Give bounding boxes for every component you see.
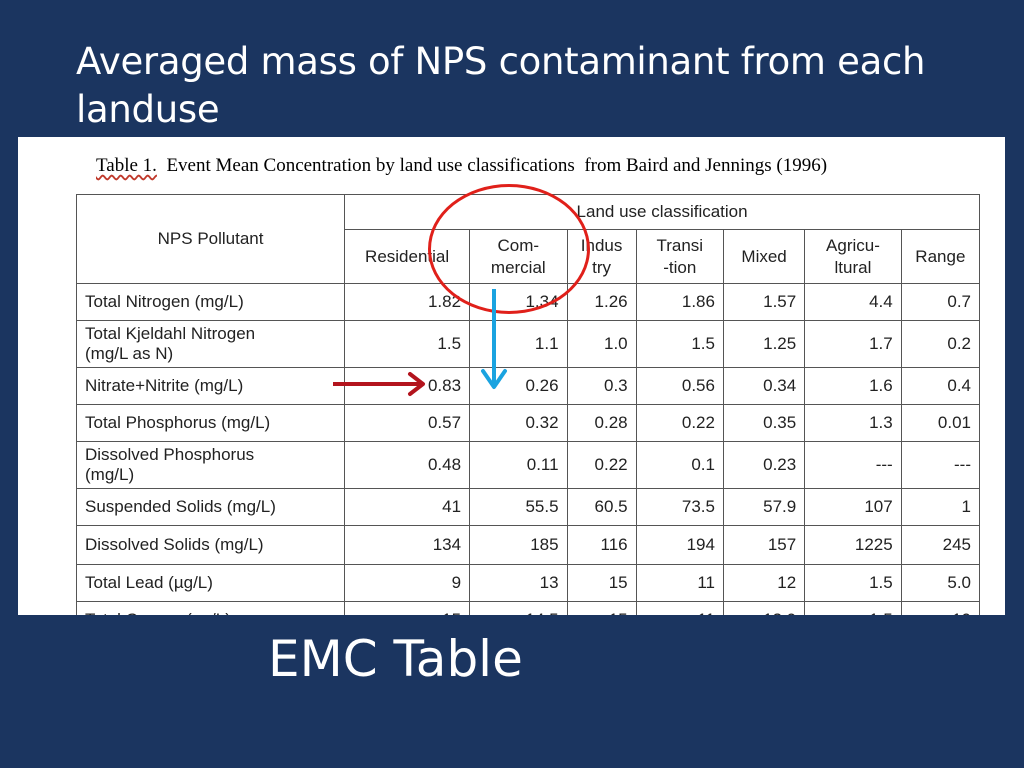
table-image-panel: Table 1. Event Mean Concentration by lan…: [18, 137, 1005, 615]
value-cell: ---: [804, 441, 902, 489]
pollutant-name: Dissolved Solids (mg/L): [75, 525, 346, 565]
value-cell: 11: [635, 601, 724, 615]
value-cell: 1.0: [566, 320, 637, 368]
value-cell: 194: [635, 525, 724, 565]
value-cell: 10: [900, 601, 981, 615]
table-row: Total Kjeldahl Nitrogen (mg/L as N) 1.5 1.…: [75, 320, 981, 368]
table-row: Total Lead (µg/L) 9 13 15 11 12 1.5 5.0: [75, 564, 981, 602]
pollutant-name: Total Nitrogen (mg/L): [75, 283, 346, 321]
value-cell: 1.25: [722, 320, 806, 368]
down-arrow-icon: [481, 289, 507, 389]
value-cell: 1.5: [635, 320, 724, 368]
emc-table: NPS Pollutant Land use classification Re…: [75, 194, 981, 615]
table-row: Dissolved Solids (mg/L) 134 185 116 194 157 12…: [75, 525, 981, 565]
table-row: Dissolved Phosphorus (mg/L) 0.48 0.11 0.22 0…: [75, 441, 981, 489]
value-cell: 116: [566, 525, 637, 565]
value-cell: 1: [900, 488, 981, 526]
value-cell: 60.5: [566, 488, 637, 526]
value-cell: 0.28: [566, 404, 637, 442]
value-cell: 0.56: [635, 367, 724, 405]
value-cell: 0.34: [722, 367, 806, 405]
value-cell: 1.86: [635, 283, 724, 321]
value-cell: 1.5: [804, 601, 902, 615]
value-cell: 157: [722, 525, 806, 565]
value-cell: 1.5: [804, 564, 902, 602]
commercial-highlight-circle: [428, 184, 590, 314]
value-cell: 1.57: [722, 283, 806, 321]
column-header-mixed: Mixed: [722, 229, 806, 284]
value-cell: 1.5: [344, 320, 471, 368]
value-cell: 57.9: [722, 488, 806, 526]
value-cell: 15: [344, 601, 471, 615]
emc-table-label: EMC Table: [268, 630, 523, 688]
value-cell: 0.22: [635, 404, 724, 442]
pollutant-name: Total Copper (µg/L): [75, 601, 346, 615]
emc-table-body: Total Nitrogen (mg/L) 1.82 1.34 1.26 1.86 1.5…: [75, 283, 981, 615]
pollutant-name: Total Kjeldahl Nitrogen (mg/L as N): [75, 320, 346, 368]
value-cell: 0.01: [900, 404, 981, 442]
slide-title: Averaged mass of NPS contaminant from ea…: [76, 40, 926, 131]
pollutant-name: Total Phosphorus (mg/L): [75, 404, 346, 442]
pollutant-column-header: NPS Pollutant: [75, 194, 346, 284]
value-cell: 107: [804, 488, 902, 526]
pollutant-name: Dissolved Phosphorus (mg/L): [75, 441, 346, 489]
value-cell: 9: [344, 564, 471, 602]
value-cell: 0.23: [722, 441, 806, 489]
value-cell: 0.48: [344, 441, 471, 489]
table-caption: Table 1. Event Mean Concentration by lan…: [96, 155, 1001, 177]
value-cell: 0.1: [635, 441, 724, 489]
value-cell: 0.11: [469, 441, 568, 489]
annotation-arrows: [333, 289, 507, 396]
right-arrow-icon: [333, 372, 425, 396]
value-cell: 0.4: [900, 367, 981, 405]
table-caption-text: Event Mean Concentration by land use cla…: [156, 155, 828, 176]
value-cell: 5.0: [900, 564, 981, 602]
value-cell: 12: [722, 564, 806, 602]
column-header-range: Range: [900, 229, 981, 284]
value-cell: 73.5: [635, 488, 724, 526]
value-cell: 0.2: [900, 320, 981, 368]
column-header-agricultural: Agricu- ltural: [804, 229, 902, 284]
value-cell: 245: [900, 525, 981, 565]
value-cell: 1.7: [804, 320, 902, 368]
table-caption-lead: Table 1.: [96, 155, 157, 176]
table-row: Total Copper (µg/L)1514.5151113.91.510: [75, 601, 981, 615]
value-cell: 0.7: [900, 283, 981, 321]
value-cell: 0.3: [566, 367, 637, 405]
column-header-transition: Transi -tion: [635, 229, 724, 284]
